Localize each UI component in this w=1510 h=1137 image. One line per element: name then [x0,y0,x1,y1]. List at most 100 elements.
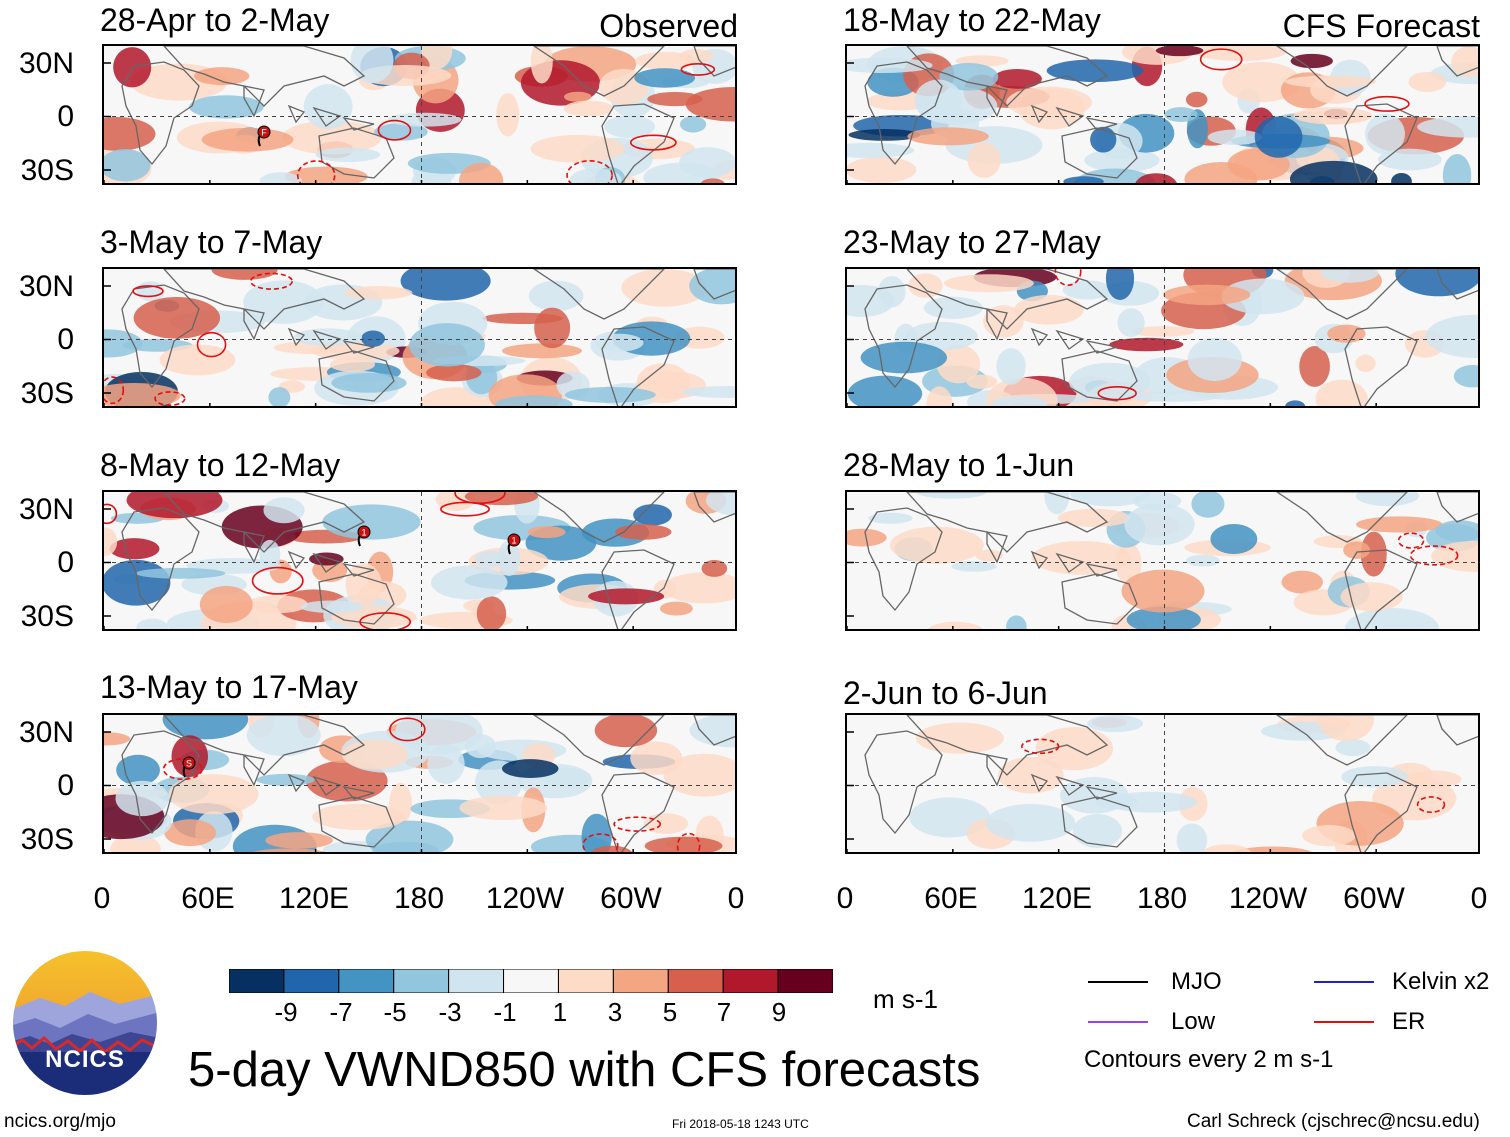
storm-marker-label: S [186,759,192,769]
map-panel-fcst-2 [845,267,1480,408]
westerly-anomaly-blob [171,735,209,778]
westerly-anomaly-blob [164,819,217,847]
coastline [986,308,1008,341]
er-contour [1416,796,1446,814]
colorbar-box [722,968,779,994]
map-panel-obs-4: S [102,713,737,854]
legend-label-low: Low [1171,1008,1216,1035]
legend-line-kelvin [1314,981,1374,983]
westerly-anomaly-blob [966,374,998,389]
coastline [121,61,200,166]
colorbar-box [503,968,559,994]
map-panel-fcst-3 [845,490,1480,631]
westerly-anomaly-blob [643,813,689,834]
easterly-anomaly-blob [1320,269,1379,283]
coastline [906,269,1109,330]
easterly-anomaly-blob [682,386,735,398]
westerly-anomaly-blob [265,832,333,849]
colorbar-tick-label: -7 [329,997,353,1027]
colorbar-box [393,968,450,994]
westerly-anomaly-blob [1290,53,1333,69]
colorbar-boxes [228,968,834,994]
easterly-anomaly-blob [1285,400,1306,406]
colorbar-box [448,968,505,994]
coastline [243,754,265,787]
map-panel-obs-2 [102,267,737,408]
er-contour [1097,386,1137,401]
lon-label-left-120w: 120W [485,882,565,915]
map-panel-fcst-1 [845,44,1480,185]
westerly-anomaly-blob [685,87,735,122]
coastline [693,46,735,77]
easterly-anomaly-blob [1090,126,1117,153]
westerly-anomaly-blob [342,739,409,770]
coastline [1436,492,1478,523]
coastline [601,326,675,406]
easterly-anomaly-blob [1105,269,1135,301]
westerly-anomaly-blob [679,49,714,64]
er-contour [680,63,716,76]
westerly-anomaly-blob [312,803,406,830]
easterly-anomaly-blob [847,142,915,158]
colorbar-tick-label: 3 [607,997,623,1027]
westerly-anomaly-blob [1327,324,1366,343]
storm-marker-label: 1 [361,528,366,538]
map-panel-obs-1: F [102,44,737,185]
legend-label-kelvin: Kelvin x2 [1392,968,1490,995]
er-contour [629,134,677,151]
westerly-anomaly-blob [967,142,1001,178]
easterly-anomaly-blob [868,512,913,524]
legend-label-er: ER [1392,1008,1426,1035]
easterly-anomaly-blob [1185,554,1220,567]
easterly-anomaly-blob [1044,492,1070,515]
easterly-anomaly-blob [916,492,987,499]
easterly-anomaly-blob [569,168,622,183]
legend-line-er [1314,1021,1374,1023]
westerly-anomaly-blob [936,344,981,384]
coastline [532,715,665,766]
westerly-anomaly-blob [1343,541,1371,559]
easterly-anomaly-blob [189,95,264,119]
coastline [986,531,1008,564]
easterly-anomaly-blob [162,715,249,740]
easterly-anomaly-blob [387,112,462,127]
easterly-anomaly-blob [1210,524,1258,555]
westerly-anomaly-blob [126,492,223,519]
er-contour [196,331,227,358]
coastline [601,103,675,183]
easterly-anomaly-blob [1221,278,1305,315]
westerly-anomaly-blob [201,127,294,152]
easterly-anomaly-blob [303,84,353,130]
er-contour [582,833,619,852]
westerly-anomaly-blob [159,344,236,376]
coastline [1061,796,1138,848]
coastline [693,715,735,746]
easterly-anomaly-blob [877,276,906,308]
westerly-anomaly-blob [199,585,253,623]
westerly-anomaly-blob [104,117,156,151]
colorbar-box [338,968,395,994]
coastline [1061,573,1138,625]
easterly-anomaly-blob [1435,520,1478,542]
logo-text: NCICS [45,1046,125,1073]
coastline [318,796,395,848]
easterly-anomaly-blob [1395,269,1478,297]
panel-title-fcst-2: 23-May to 27-May [843,224,1101,260]
ncics-logo-icon [11,949,159,1097]
westerly-anomaly-blob [563,91,592,102]
easterly-anomaly-blob [1062,280,1112,300]
westerly-anomaly-blob [992,69,1042,89]
easterly-anomaly-blob [706,492,735,516]
coastline [906,46,1109,107]
easterly-anomaly-blob [1164,107,1198,122]
westerly-anomaly-blob [109,538,160,560]
westerly-anomaly-blob [1135,173,1177,183]
easterly-anomaly-blob [246,715,321,757]
easterly-anomaly-blob [1425,314,1478,358]
easterly-anomaly-blob [502,759,559,779]
coastline [1275,492,1408,543]
er-contour [1364,95,1410,112]
easterly-anomaly-blob [1377,148,1442,171]
easterly-anomaly-blob [136,618,169,629]
easterly-anomaly-blob [115,780,170,817]
